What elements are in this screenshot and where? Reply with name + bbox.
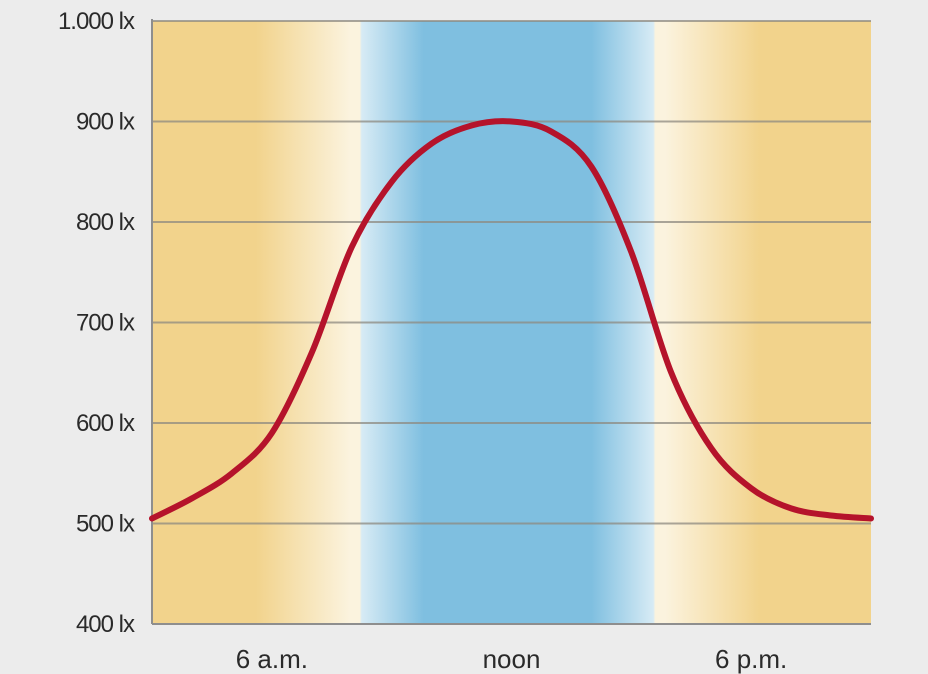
y-tick-label: 400 lx <box>76 611 135 638</box>
y-tick-label: 700 lx <box>76 310 135 337</box>
x-tick-label: noon <box>483 644 541 674</box>
x-tick-labels: 6 a.m. noon 6 p.m. <box>236 644 788 674</box>
y-tick-labels: 1.000 lx 900 lx 800 lx 700 lx 600 lx 500 lx 40… <box>58 8 136 638</box>
illuminance-curve <box>149 118 874 522</box>
series <box>149 118 874 522</box>
y-tick-label: 1.000 lx <box>58 8 135 35</box>
y-tick-label: 800 lx <box>76 209 135 236</box>
y-tick-label: 900 lx <box>76 109 135 136</box>
y-tick-label: 500 lx <box>76 511 135 538</box>
y-tick-label: 600 lx <box>76 410 135 437</box>
x-tick-label: 6 p.m. <box>715 644 787 674</box>
axes <box>151 19 871 625</box>
x-tick-label: 6 a.m. <box>236 644 308 674</box>
